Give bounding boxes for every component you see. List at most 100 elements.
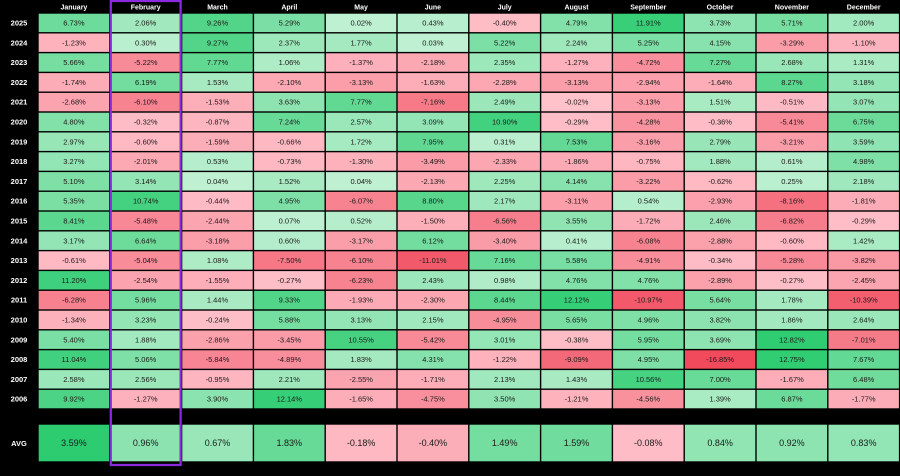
cell-value-2023-june: -2.18%	[421, 58, 445, 67]
cell-2017-october	[684, 172, 756, 191]
cell-2009-november	[756, 330, 828, 349]
cell-2016-august	[541, 191, 612, 211]
cell-value-2020-february: -0.32%	[134, 118, 158, 127]
cell-2024-october	[684, 33, 756, 52]
cell-value-2025-may: 0.02%	[350, 19, 372, 28]
row-label-2019: 2019	[11, 137, 28, 146]
cell-2023-december	[828, 53, 899, 72]
cell-2022-february	[110, 73, 181, 92]
cell-2006-february	[110, 389, 181, 409]
cell-2015-october	[684, 211, 756, 231]
cell-2011-june	[397, 290, 469, 310]
cell-2023-february	[110, 53, 181, 72]
column-header-november: November	[775, 5, 810, 12]
cell-value-2023-may: -1.37%	[349, 58, 373, 67]
cell-value-2010-october: 3.82%	[709, 316, 731, 325]
cell-2008-may	[325, 350, 397, 369]
cell-2015-august	[541, 211, 612, 231]
cell-value-2020-december: 6.75%	[853, 118, 875, 127]
cell-value-2007-april: 2.21%	[279, 375, 301, 384]
avg-cell-january	[38, 424, 110, 462]
cell-value-2012-february: -2.54%	[134, 276, 158, 285]
cell-2024-june	[397, 33, 469, 52]
cell-2007-june	[397, 370, 469, 389]
cell-2006-march	[182, 389, 253, 409]
cell-value-2008-april: -4.89%	[277, 355, 301, 364]
cell-value-2008-march: -5.84%	[206, 355, 230, 364]
cell-2006-april	[254, 389, 325, 409]
cell-2010-october	[684, 310, 756, 330]
cell-value-2025-july: -0.40%	[493, 19, 517, 28]
cell-value-2021-april: 3.63%	[279, 98, 301, 107]
cell-value-2015-may: 0.52%	[350, 217, 372, 226]
cell-2010-january	[38, 310, 110, 330]
cell-value-2020-march: -0.87%	[206, 118, 230, 127]
cell-2007-january	[38, 370, 110, 389]
column-headers: January February March April May June July Augu…	[60, 5, 880, 12]
row-labels: 2025 2024 2023 2022 2021 2020 2019 2018 2017 2016…	[11, 19, 29, 404]
cell-2009-march	[182, 330, 253, 349]
cell-value-2022-april: -2.10%	[277, 78, 301, 87]
cell-2015-may	[325, 211, 397, 231]
cell-2013-october	[684, 251, 756, 270]
cell-value-2013-may: -6.10%	[349, 256, 373, 265]
cell-2020-march	[182, 112, 253, 132]
cell-2020-august	[541, 112, 612, 132]
cell-value-2018-february: -2.01%	[134, 157, 158, 166]
cell-value-2016-march: -0.44%	[206, 197, 230, 206]
cell-value-2006-september: -4.56%	[636, 395, 660, 404]
avg-value-may: -0.18%	[347, 438, 376, 448]
cell-value-2018-december: 4.98%	[853, 157, 875, 166]
cell-2023-october	[684, 53, 756, 72]
cell-value-2021-may: 7.77%	[350, 98, 372, 107]
cell-2015-april	[254, 211, 325, 231]
row-label-2010: 2010	[11, 316, 28, 325]
cell-value-2007-september: 10.56%	[636, 375, 662, 384]
cell-2020-june	[397, 112, 469, 132]
cell-value-2024-august: 2.24%	[566, 38, 588, 47]
row-label-2011: 2011	[11, 296, 27, 305]
cell-2018-june	[397, 152, 469, 171]
cell-value-2025-february: 2.06%	[135, 19, 157, 28]
avg-cell-may	[325, 424, 397, 462]
cell-2020-september	[613, 112, 684, 132]
cell-value-2021-june: -7.16%	[421, 98, 445, 107]
cell-value-2013-april: -7.50%	[277, 256, 301, 265]
row-label-2013: 2013	[11, 256, 28, 265]
cell-2014-august	[541, 231, 612, 250]
cell-2018-march	[182, 152, 253, 171]
avg-cell-april	[254, 424, 325, 462]
cell-2019-april	[254, 132, 325, 151]
cell-2020-february	[110, 112, 181, 132]
cell-2012-february	[110, 271, 181, 290]
cell-value-2011-october: 5.64%	[709, 296, 731, 305]
cell-value-2018-may: -1.30%	[349, 157, 373, 166]
cell-2022-june	[397, 73, 469, 92]
cell-2016-february	[110, 191, 181, 211]
cell-2006-november	[756, 389, 828, 409]
cell-value-2021-march: -1.53%	[206, 98, 230, 107]
cell-value-2009-june: -5.42%	[421, 335, 445, 344]
cell-value-2019-april: -0.66%	[277, 137, 301, 146]
cell-value-2020-october: -0.36%	[708, 118, 732, 127]
cell-2025-september	[613, 13, 684, 33]
row-label-2024: 2024	[11, 38, 29, 47]
cell-value-2008-february: 5.06%	[135, 355, 157, 364]
cell-value-2009-july: 3.01%	[494, 335, 516, 344]
cell-2013-september	[613, 251, 684, 270]
cell-2010-april	[254, 310, 325, 330]
cell-2025-march	[182, 13, 253, 33]
row-label-2025: 2025	[11, 19, 28, 28]
cell-value-2011-june: -2.30%	[421, 296, 445, 305]
cell-value-2023-march: 7.77%	[207, 58, 229, 67]
cell-value-2024-december: -1.10%	[852, 38, 876, 47]
cell-value-2016-january: 5.35%	[63, 197, 85, 206]
cell-value-2022-october: -1.64%	[708, 78, 732, 87]
cell-value-2010-december: 2.64%	[853, 316, 875, 325]
cell-2009-february	[110, 330, 181, 349]
cell-2022-may	[325, 73, 397, 92]
cell-value-2010-february: 3.23%	[135, 316, 157, 325]
cell-value-2023-august: -1.27%	[565, 58, 589, 67]
cell-2018-february	[110, 152, 181, 171]
cell-value-2017-september: -3.22%	[636, 177, 660, 186]
